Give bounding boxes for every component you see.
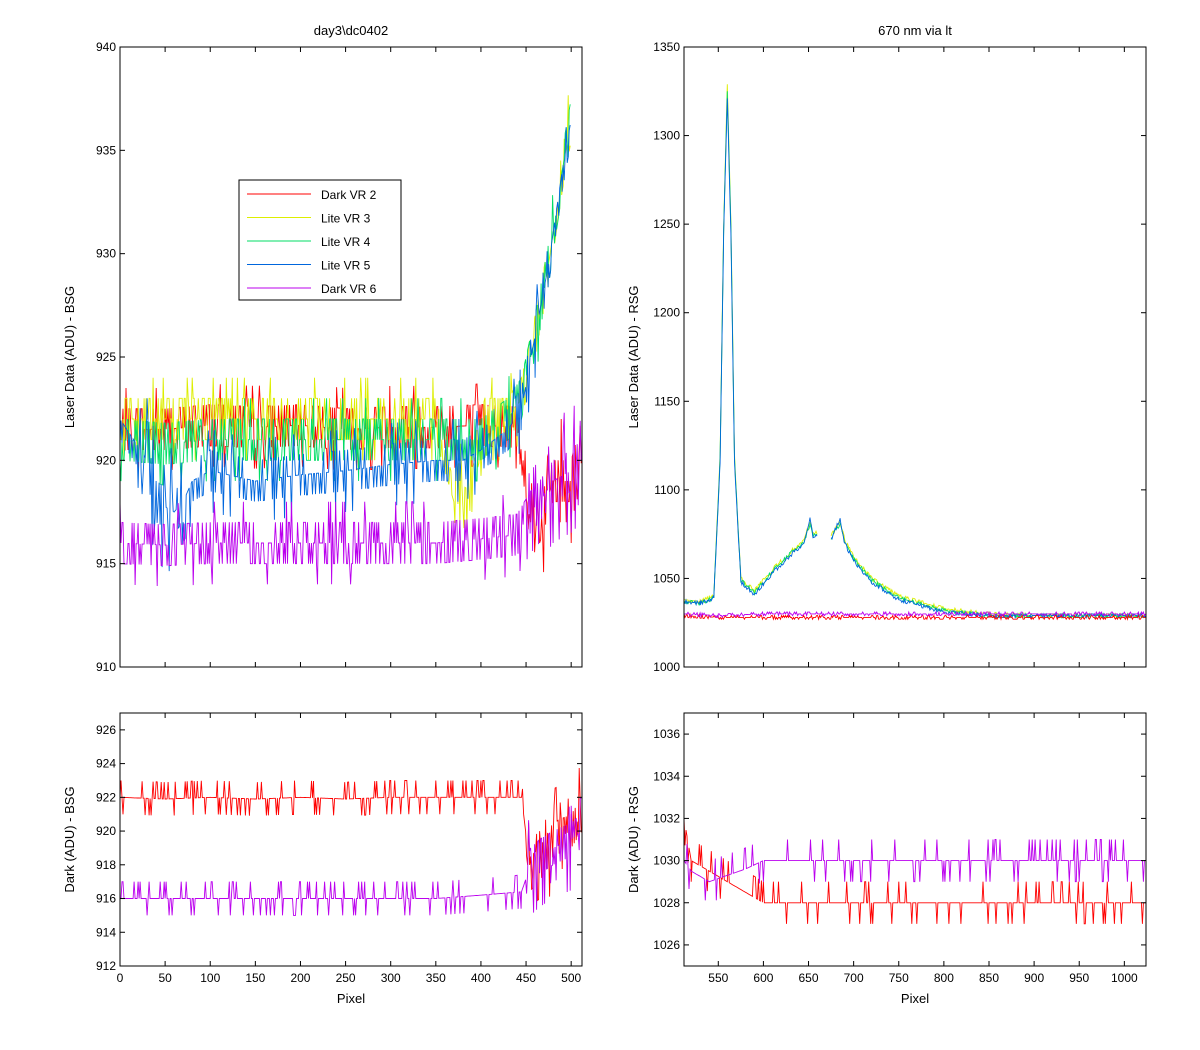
title-right: 670 nm via lt bbox=[878, 23, 952, 38]
x-tick-label: 50 bbox=[158, 971, 172, 985]
y-tick-label: 1050 bbox=[653, 571, 680, 585]
y-tick-label: 1028 bbox=[653, 896, 680, 910]
series-line-bottom-right-dark-vr-6 bbox=[684, 839, 1146, 901]
x-tick-label: 550 bbox=[708, 971, 728, 985]
y-tick-label: 1000 bbox=[653, 660, 680, 674]
series-line-bottom-left-dark-vr-2 bbox=[120, 767, 582, 902]
y-axis-label: Laser Data (ADU) - BSG bbox=[62, 286, 77, 428]
legend-entry: Lite VR 4 bbox=[321, 235, 371, 249]
panel-top-left: 910 915 920 925 930 935 940 Laser Data (ADU) - … bbox=[62, 40, 583, 674]
x-tick-label: 200 bbox=[290, 971, 310, 985]
y-axis-label: Laser Data (ADU) - RSG bbox=[626, 285, 641, 428]
y-tick-label: 1300 bbox=[653, 129, 680, 143]
y-tick-label: 930 bbox=[96, 247, 116, 261]
x-tick-label: 100 bbox=[200, 971, 220, 985]
x-tick-label: 350 bbox=[426, 971, 446, 985]
y-tick-label: 1250 bbox=[653, 217, 680, 231]
x-tick-label: 0 bbox=[117, 971, 124, 985]
y-tick-label: 1150 bbox=[654, 394, 680, 408]
series-group-bottom-right bbox=[684, 818, 1146, 925]
series-group-top-left bbox=[120, 95, 582, 587]
series-line-top-left-dark-vr-6 bbox=[120, 405, 582, 587]
y-axis-label: Dark (ADU) - RSG bbox=[626, 786, 641, 893]
series-line-top-right-lite-vr-5 bbox=[684, 98, 1146, 620]
y-tick-label: 922 bbox=[96, 790, 116, 804]
x-tick-label: 750 bbox=[889, 971, 909, 985]
y-tick-label: 940 bbox=[96, 40, 116, 54]
plots-group: 910 915 920 925 930 935 940 Laser Data (ADU) - … bbox=[62, 40, 1147, 1006]
y-tick-label: 1036 bbox=[653, 727, 680, 741]
series-line-top-left-lite-vr-5 bbox=[120, 124, 571, 572]
y-tick-label: 1034 bbox=[653, 769, 680, 783]
y-tick-label: 912 bbox=[96, 959, 116, 973]
y-tick-label: 920 bbox=[96, 453, 116, 467]
x-axis-label: Pixel bbox=[901, 991, 929, 1006]
y-tick-label: 1026 bbox=[653, 938, 680, 952]
legend-entry: Dark VR 6 bbox=[321, 282, 377, 296]
y-tick-label: 1032 bbox=[653, 811, 680, 825]
series-line-top-left-lite-vr-4 bbox=[120, 104, 571, 486]
legend: Dark VR 2 Lite VR 3 Lite VR 4 Lite VR 5 Dark… bbox=[238, 179, 402, 301]
series-line-bottom-right-dark-vr-2 bbox=[684, 818, 1146, 925]
legend-entry: Lite VR 5 bbox=[321, 259, 371, 273]
panel-bottom-right: 1026 1028 1030 1032 1034 1036 550 600 650 700 750 8… bbox=[626, 712, 1147, 1006]
x-tick-label: 250 bbox=[336, 971, 356, 985]
x-tick-label: 150 bbox=[245, 971, 265, 985]
series-line-top-right-dark-vr-6 bbox=[684, 610, 1146, 619]
y-tick-label: 1200 bbox=[653, 306, 680, 320]
y-axis-label: Dark (ADU) - BSG bbox=[62, 786, 77, 892]
panel-bottom-left: 912 914 916 918 920 922 924 926 0 50 100 150 200 250 3… bbox=[62, 712, 583, 1006]
axes-frame-bottom-right bbox=[683, 712, 1147, 967]
y-tick-label: 914 bbox=[96, 925, 116, 939]
legend-entry: Lite VR 3 bbox=[321, 212, 371, 226]
x-tick-label: 650 bbox=[799, 971, 819, 985]
x-tick-label: 700 bbox=[844, 971, 864, 985]
x-tick-label: 1000 bbox=[1111, 971, 1138, 985]
x-tick-label: 950 bbox=[1069, 971, 1089, 985]
series-line-top-right-lite-vr-4 bbox=[684, 91, 1146, 620]
y-tick-label: 1350 bbox=[653, 40, 680, 54]
y-tick-label: 926 bbox=[96, 723, 116, 737]
x-tick-label: 850 bbox=[979, 971, 999, 985]
legend-box bbox=[238, 179, 402, 301]
panel-top-right: 1000 1050 1100 1150 1200 1250 1300 1350 Laser Da… bbox=[626, 40, 1147, 674]
y-tick-label: 935 bbox=[96, 143, 116, 157]
x-tick-label: 300 bbox=[381, 971, 401, 985]
series-group-top-right bbox=[684, 84, 1146, 621]
x-tick-label: 900 bbox=[1024, 971, 1044, 985]
series-group-bottom-left bbox=[120, 767, 582, 916]
y-tick-label: 916 bbox=[96, 892, 116, 906]
y-tick-label: 910 bbox=[96, 660, 116, 674]
series-line-bottom-left-dark-vr-6 bbox=[120, 797, 582, 916]
series-line-top-right-lite-vr-3 bbox=[684, 84, 1146, 620]
x-tick-label: 500 bbox=[561, 971, 581, 985]
axes-frame-top-right bbox=[683, 46, 1147, 668]
title-left: day3\dc0402 bbox=[314, 23, 388, 38]
axes-frame-bottom-left bbox=[119, 712, 583, 967]
x-tick-label: 800 bbox=[934, 971, 954, 985]
series-line-top-right-dark-vr-2 bbox=[684, 612, 1146, 621]
x-axis-label: Pixel bbox=[337, 991, 365, 1006]
x-tick-label: 600 bbox=[753, 971, 773, 985]
y-tick-label: 924 bbox=[96, 757, 116, 771]
y-tick-label: 920 bbox=[96, 824, 116, 838]
legend-entry: Dark VR 2 bbox=[321, 188, 377, 202]
y-tick-label: 925 bbox=[96, 350, 116, 364]
y-tick-label: 1030 bbox=[653, 854, 680, 868]
y-tick-label: 915 bbox=[96, 557, 116, 571]
y-tick-label: 1100 bbox=[654, 483, 680, 497]
y-tick-label: 918 bbox=[96, 858, 116, 872]
x-tick-label: 450 bbox=[516, 971, 536, 985]
x-tick-label: 400 bbox=[471, 971, 491, 985]
